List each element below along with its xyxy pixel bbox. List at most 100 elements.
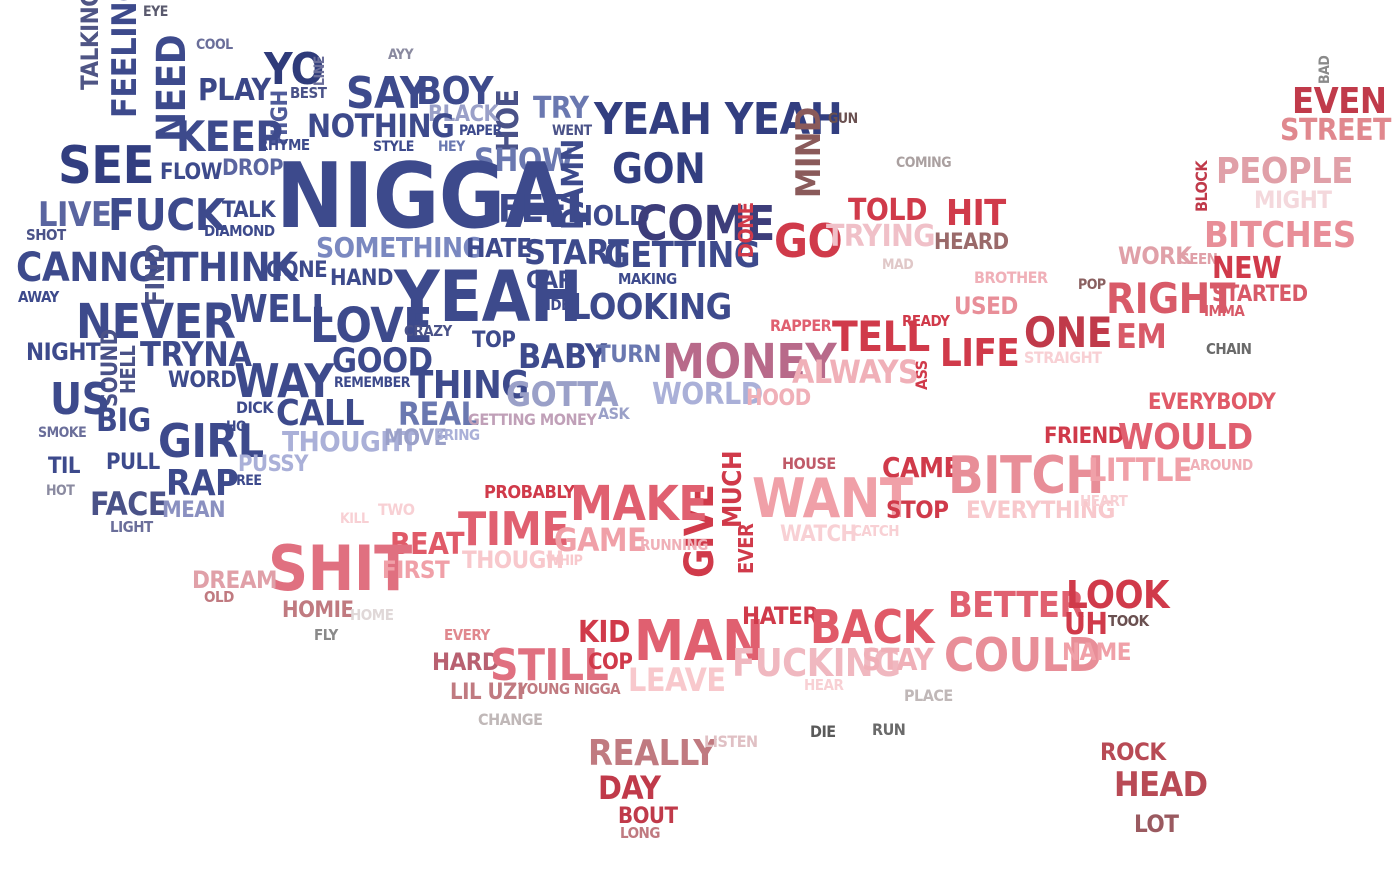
word-stop: STOP bbox=[886, 496, 949, 524]
word-house: HOUSE bbox=[782, 454, 836, 473]
word-kid: KID bbox=[578, 615, 630, 650]
word-say: SAY bbox=[346, 68, 429, 119]
word-hold: HOLD bbox=[572, 199, 650, 232]
word-thing: THING bbox=[410, 363, 529, 407]
word-one: ONE bbox=[1024, 308, 1113, 357]
word-pull: PULL bbox=[106, 450, 160, 475]
word-still: STILL bbox=[490, 640, 609, 691]
word-keep: KEEP bbox=[176, 112, 283, 161]
word-thought: THOUGHT bbox=[282, 425, 418, 458]
word-yo: YO bbox=[264, 44, 324, 95]
word-boy: BOY bbox=[416, 69, 494, 113]
word-gun: GUN bbox=[828, 111, 858, 127]
word-went: WENT bbox=[552, 123, 592, 139]
word-heard: HEARD bbox=[934, 230, 1009, 255]
word-cannot: CANNOT bbox=[16, 245, 183, 291]
word-ho: HO bbox=[226, 419, 247, 435]
word-diamond: DIAMOND bbox=[204, 222, 275, 240]
word-show: SHOW bbox=[474, 141, 574, 179]
word-bitch: BITCH bbox=[948, 446, 1104, 506]
word-talk: TALK bbox=[222, 198, 276, 223]
word-game: GAME bbox=[554, 521, 647, 559]
word-fuck: FUCK bbox=[108, 190, 225, 241]
word-run: RUN bbox=[872, 720, 906, 739]
word-feel: FEEL bbox=[498, 187, 588, 231]
word-gotta: GOTTA bbox=[506, 375, 619, 415]
word-day: DAY bbox=[598, 769, 661, 807]
word-told: TOLD bbox=[848, 193, 927, 228]
word-live: LIVE bbox=[38, 195, 112, 235]
word-ever: EVER bbox=[734, 523, 758, 574]
word-shit: SHIT bbox=[268, 532, 412, 605]
word-people: PEOPLE bbox=[1216, 151, 1353, 192]
word-stay: STAY bbox=[862, 643, 934, 678]
word-seen: SEEN bbox=[1180, 250, 1218, 268]
word-change: CHANGE bbox=[478, 710, 543, 729]
word-watch: WATCH bbox=[780, 522, 857, 547]
word-looking: LOOKING bbox=[570, 287, 732, 328]
word-bout: BOUT bbox=[618, 804, 678, 829]
word-girl: GIRL bbox=[158, 414, 264, 468]
word-man: MAN bbox=[634, 609, 764, 674]
word-mad: MAD bbox=[882, 257, 914, 273]
word-rapper: RAPPER bbox=[770, 316, 832, 335]
word-homie: HOMIE bbox=[282, 598, 354, 623]
word-gone: GONE bbox=[266, 258, 328, 283]
word-getting-money: GETTING MONEY bbox=[468, 410, 597, 429]
word-free: FREE bbox=[228, 473, 262, 489]
word-bad: BAD bbox=[1317, 55, 1333, 84]
word-turn: TURN bbox=[596, 340, 661, 368]
word-nothing: NOTHING bbox=[307, 107, 455, 145]
word-style: STYLE bbox=[373, 139, 414, 155]
word-bitches: BITCHES bbox=[1204, 215, 1356, 256]
word-big: BIG bbox=[96, 401, 151, 439]
word-started: STARTED bbox=[1212, 282, 1308, 307]
word-imma: IMMA bbox=[1204, 302, 1245, 320]
word-start: START bbox=[524, 233, 629, 273]
word-shot: SHOT bbox=[26, 226, 66, 244]
word-pop: POP bbox=[1078, 277, 1106, 293]
word-rock: ROCK bbox=[1100, 738, 1166, 766]
word-best: BEST bbox=[290, 84, 327, 102]
word-yeah: YEAH bbox=[394, 256, 583, 338]
word-tryna: TRYNA bbox=[140, 335, 252, 375]
word-rhyme: RHYME bbox=[258, 136, 310, 154]
word-face: FACE bbox=[90, 485, 168, 523]
word-rap: RAP bbox=[166, 463, 239, 504]
word-til: TIL bbox=[48, 454, 80, 479]
word-move: MOVE bbox=[384, 426, 447, 451]
word-flow: FLOW bbox=[160, 160, 223, 185]
word-lot: LOT bbox=[1134, 810, 1179, 838]
word-never: NEVER bbox=[76, 294, 236, 350]
word-mean: MEAN bbox=[162, 498, 226, 523]
word-look: LOOK bbox=[1066, 573, 1170, 617]
word-want: WANT bbox=[752, 467, 913, 530]
word-tell: TELL bbox=[832, 312, 930, 361]
word-trying: TRYING bbox=[826, 219, 935, 254]
word-fly: FLY bbox=[314, 626, 338, 644]
word-away: AWAY bbox=[18, 288, 59, 306]
word-catch: CATCH bbox=[852, 522, 900, 540]
word-time: TIME bbox=[458, 502, 570, 556]
word-took: TOOK bbox=[1108, 612, 1149, 630]
word-go: GO bbox=[774, 214, 843, 268]
word-hate: HATE bbox=[466, 234, 532, 264]
word-real: REAL bbox=[398, 395, 479, 433]
word-getting: GETTING bbox=[604, 235, 760, 276]
word-kill: KILL bbox=[340, 511, 369, 527]
word-way: WAY bbox=[234, 354, 334, 408]
word-straight: STRAIGHT bbox=[1024, 348, 1102, 367]
word-us: US bbox=[50, 374, 110, 425]
word-head: HEAD bbox=[1114, 765, 1208, 805]
word-mind: MIND bbox=[789, 107, 829, 198]
word-crazy: CRAZY bbox=[404, 322, 452, 340]
word-beat: BEAT bbox=[390, 527, 464, 562]
word-street: STREET bbox=[1280, 113, 1391, 148]
word-come: COME bbox=[636, 196, 775, 252]
word-name: NAME bbox=[1062, 638, 1132, 666]
word-hater: HATER bbox=[742, 602, 819, 630]
word-money: MONEY bbox=[662, 334, 837, 390]
word-back: BACK bbox=[810, 600, 935, 654]
word-hit: HIT bbox=[946, 193, 1006, 234]
word-two: TWO bbox=[378, 500, 415, 519]
